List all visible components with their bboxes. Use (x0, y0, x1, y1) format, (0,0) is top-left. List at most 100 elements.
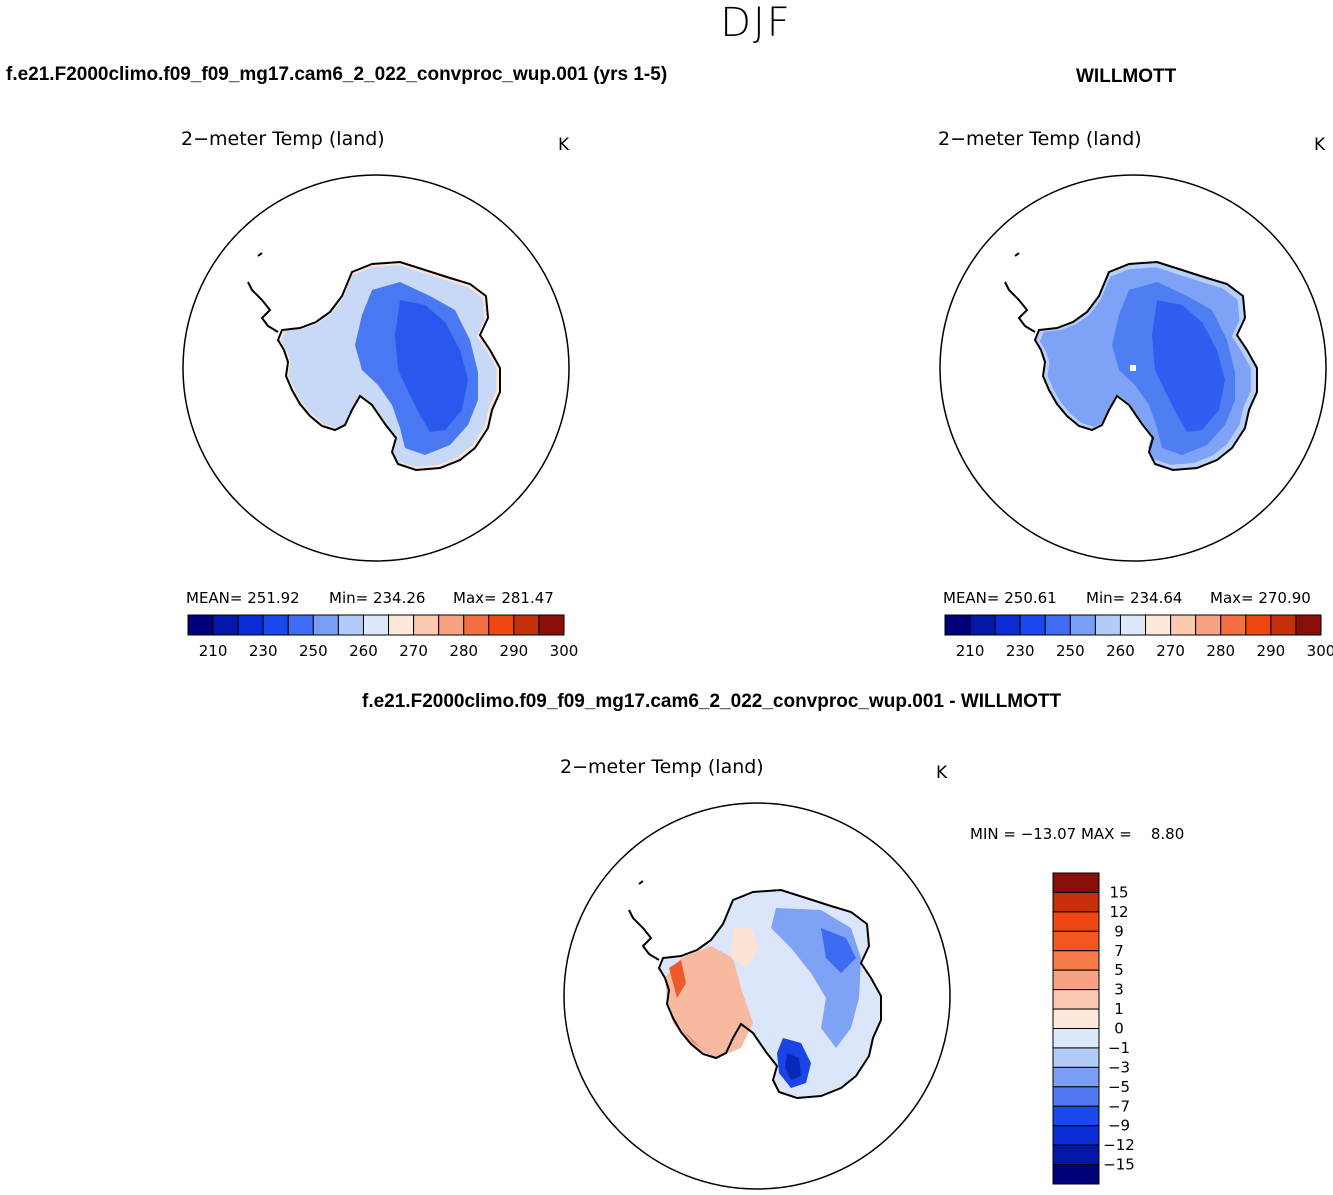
panel2-colorbar-tick-label: 250 (1056, 642, 1085, 660)
panel3-colorbar-tick-label: −7 (1108, 1097, 1130, 1115)
panel1-colorbar-tick-label: 210 (199, 642, 228, 660)
panel2-colorbar-box (1145, 614, 1172, 636)
panel1-colorbar-tick-label: 300 (550, 642, 579, 660)
panel1-colorbar-tick-label: 290 (500, 642, 529, 660)
panel2-colorbar-tick-label: 280 (1206, 642, 1235, 660)
panel1-colorbar-box (312, 614, 339, 636)
panel1-units: K (558, 135, 570, 155)
panel1-max: Max= 281.47 (453, 589, 554, 607)
panel3-colorbar-tick-label: −15 (1103, 1156, 1135, 1174)
panel1-min: Min= 234.26 (329, 589, 426, 607)
panel2-colorbar-box (969, 614, 996, 636)
panel3-colorbar-tick-label: 9 (1114, 922, 1124, 940)
panel2-colorbar-tick-label: 300 (1307, 642, 1333, 660)
panel3-colorbar-box (1052, 1105, 1100, 1127)
panel2-colorbar-tick-label: 270 (1156, 642, 1185, 660)
panel3-colorbar-tick-label: −5 (1108, 1078, 1130, 1096)
panel2-colorbar-box (1094, 614, 1121, 636)
panel1-colorbar-box (187, 614, 214, 636)
panel1-colorbar-box (463, 614, 490, 636)
panel1-colorbar-box (488, 614, 515, 636)
panel3-colorbar-box (1052, 911, 1100, 932)
panel3-colorbar-box (1052, 989, 1100, 1010)
panel3-colorbar-tick-label: −1 (1108, 1039, 1130, 1057)
panel2-colorbar-box (1044, 614, 1071, 636)
panel3-colorbar-box (1052, 891, 1100, 913)
panel2-colorbar-box (1170, 614, 1197, 636)
panel3-colorbar-tick-label: −9 (1108, 1117, 1130, 1135)
panel2-mean: MEAN= 250.61 (943, 589, 1057, 607)
panel1-case-title: f.e21.F2000climo.f09_f09_mg17.cam6_2_022… (6, 64, 668, 85)
panel1-colorbar-tick-label: 270 (399, 642, 428, 660)
panel2-colorbar-box (994, 614, 1021, 636)
panel3-colorbar-tick-label: −3 (1108, 1058, 1130, 1076)
panel3-colorbar-tick-label: 0 (1114, 1020, 1124, 1038)
panel2-colorbar-box (1245, 614, 1272, 636)
panel3-colorbar-box (1052, 930, 1100, 952)
season-title: DJF (720, 0, 792, 46)
panel2-colorbar-tick-label: 210 (956, 642, 985, 660)
panel2-colorbar-box (1069, 614, 1096, 636)
panel3-colorbar-box (1052, 872, 1100, 893)
panel3-colorbar-box (1052, 969, 1100, 991)
panel1-colorbar-box (287, 614, 314, 636)
panel2-min: Min= 234.64 (1086, 589, 1183, 607)
panel2-units: K (1314, 135, 1326, 155)
panel2-colorbar-box (1019, 614, 1046, 636)
panel2-colorbar: 210 230 250 260 270 280 290 300 (944, 614, 1333, 660)
panel2-colorbar-tick-label: 290 (1257, 642, 1286, 660)
panel1-colorbar-box (212, 614, 239, 636)
panel3-colorbar-box (1052, 1028, 1100, 1049)
panel1-colorbar: 210 230 250 260 270 280 290 300 (187, 614, 579, 660)
panel3-minmax: MIN = −13.07 MAX = 8.80 (970, 825, 1185, 843)
panel3-colorbar-box (1052, 1144, 1100, 1166)
panel2-max: Max= 270.90 (1210, 589, 1311, 607)
panel3-colorbar-tick-label: 12 (1109, 903, 1128, 921)
panel1-colorbar-box (337, 614, 364, 636)
panel1-colorbar-box (538, 614, 565, 636)
panel1-colorbar-tick-label: 230 (249, 642, 278, 660)
panel3-colorbar-box (1052, 950, 1100, 971)
panel1-colorbar-tick-label: 250 (299, 642, 328, 660)
panel3-colorbar-box (1052, 1086, 1100, 1107)
panel1-colorbar-box (388, 614, 415, 636)
panel1-colorbar-tick-label: 260 (349, 642, 378, 660)
panel3-colorbar-box (1052, 1047, 1100, 1068)
panel2-map (939, 174, 1327, 562)
panel3-map (563, 802, 951, 1190)
panel2-colorbar-tick-label: 260 (1106, 642, 1135, 660)
panel2-colorbar-box (944, 614, 971, 636)
panel3-colorbar-tick-label: 5 (1114, 961, 1124, 979)
panel3-colorbar-tick-label: 7 (1114, 942, 1124, 960)
panel3-units: K (936, 763, 948, 783)
panel2-colorbar-box (1220, 614, 1247, 636)
panel3-colorbar-box (1052, 1008, 1100, 1029)
panel1-colorbar-box (262, 614, 289, 636)
panel3-colorbar: 15 129 75 31 0−1−3 −5−7 −9−12 −15 (1052, 872, 1135, 1185)
panel2-colorbar-box (1195, 614, 1222, 636)
panel3-variable-title: 2−meter Temp (land) (560, 756, 764, 778)
panel3-colorbar-tick-label: −12 (1103, 1136, 1135, 1154)
panel3-colorbar-tick-label: 3 (1114, 981, 1124, 999)
panel1-variable-title: 2−meter Temp (land) (181, 128, 385, 150)
panel1-colorbar-box (237, 614, 264, 636)
panel2-colorbar-tick-label: 230 (1006, 642, 1035, 660)
panel2-variable-title: 2−meter Temp (land) (938, 128, 1142, 150)
panel3-colorbar-box (1052, 1066, 1100, 1088)
panel3-case-title: f.e21.F2000climo.f09_f09_mg17.cam6_2_022… (362, 691, 1062, 712)
panel1-colorbar-tick-label: 280 (449, 642, 478, 660)
panel1-colorbar-box (413, 614, 440, 636)
panel2-colorbar-box (1270, 614, 1297, 636)
panel1-colorbar-box (438, 614, 465, 636)
panel1-mean: MEAN= 251.92 (186, 589, 300, 607)
panel2-colorbar-box (1119, 614, 1147, 636)
panel3-colorbar-tick-label: 1 (1114, 1000, 1124, 1018)
panel3-colorbar-box (1052, 1164, 1100, 1185)
panel1-map (182, 174, 570, 562)
panel3-colorbar-tick-label: 15 (1109, 883, 1128, 901)
panel2-colorbar-box (1295, 614, 1322, 636)
panel2-case-title: WILLMOTT (1076, 66, 1177, 87)
panel3-colorbar-box (1052, 1125, 1100, 1146)
panel1-colorbar-box (362, 614, 390, 636)
